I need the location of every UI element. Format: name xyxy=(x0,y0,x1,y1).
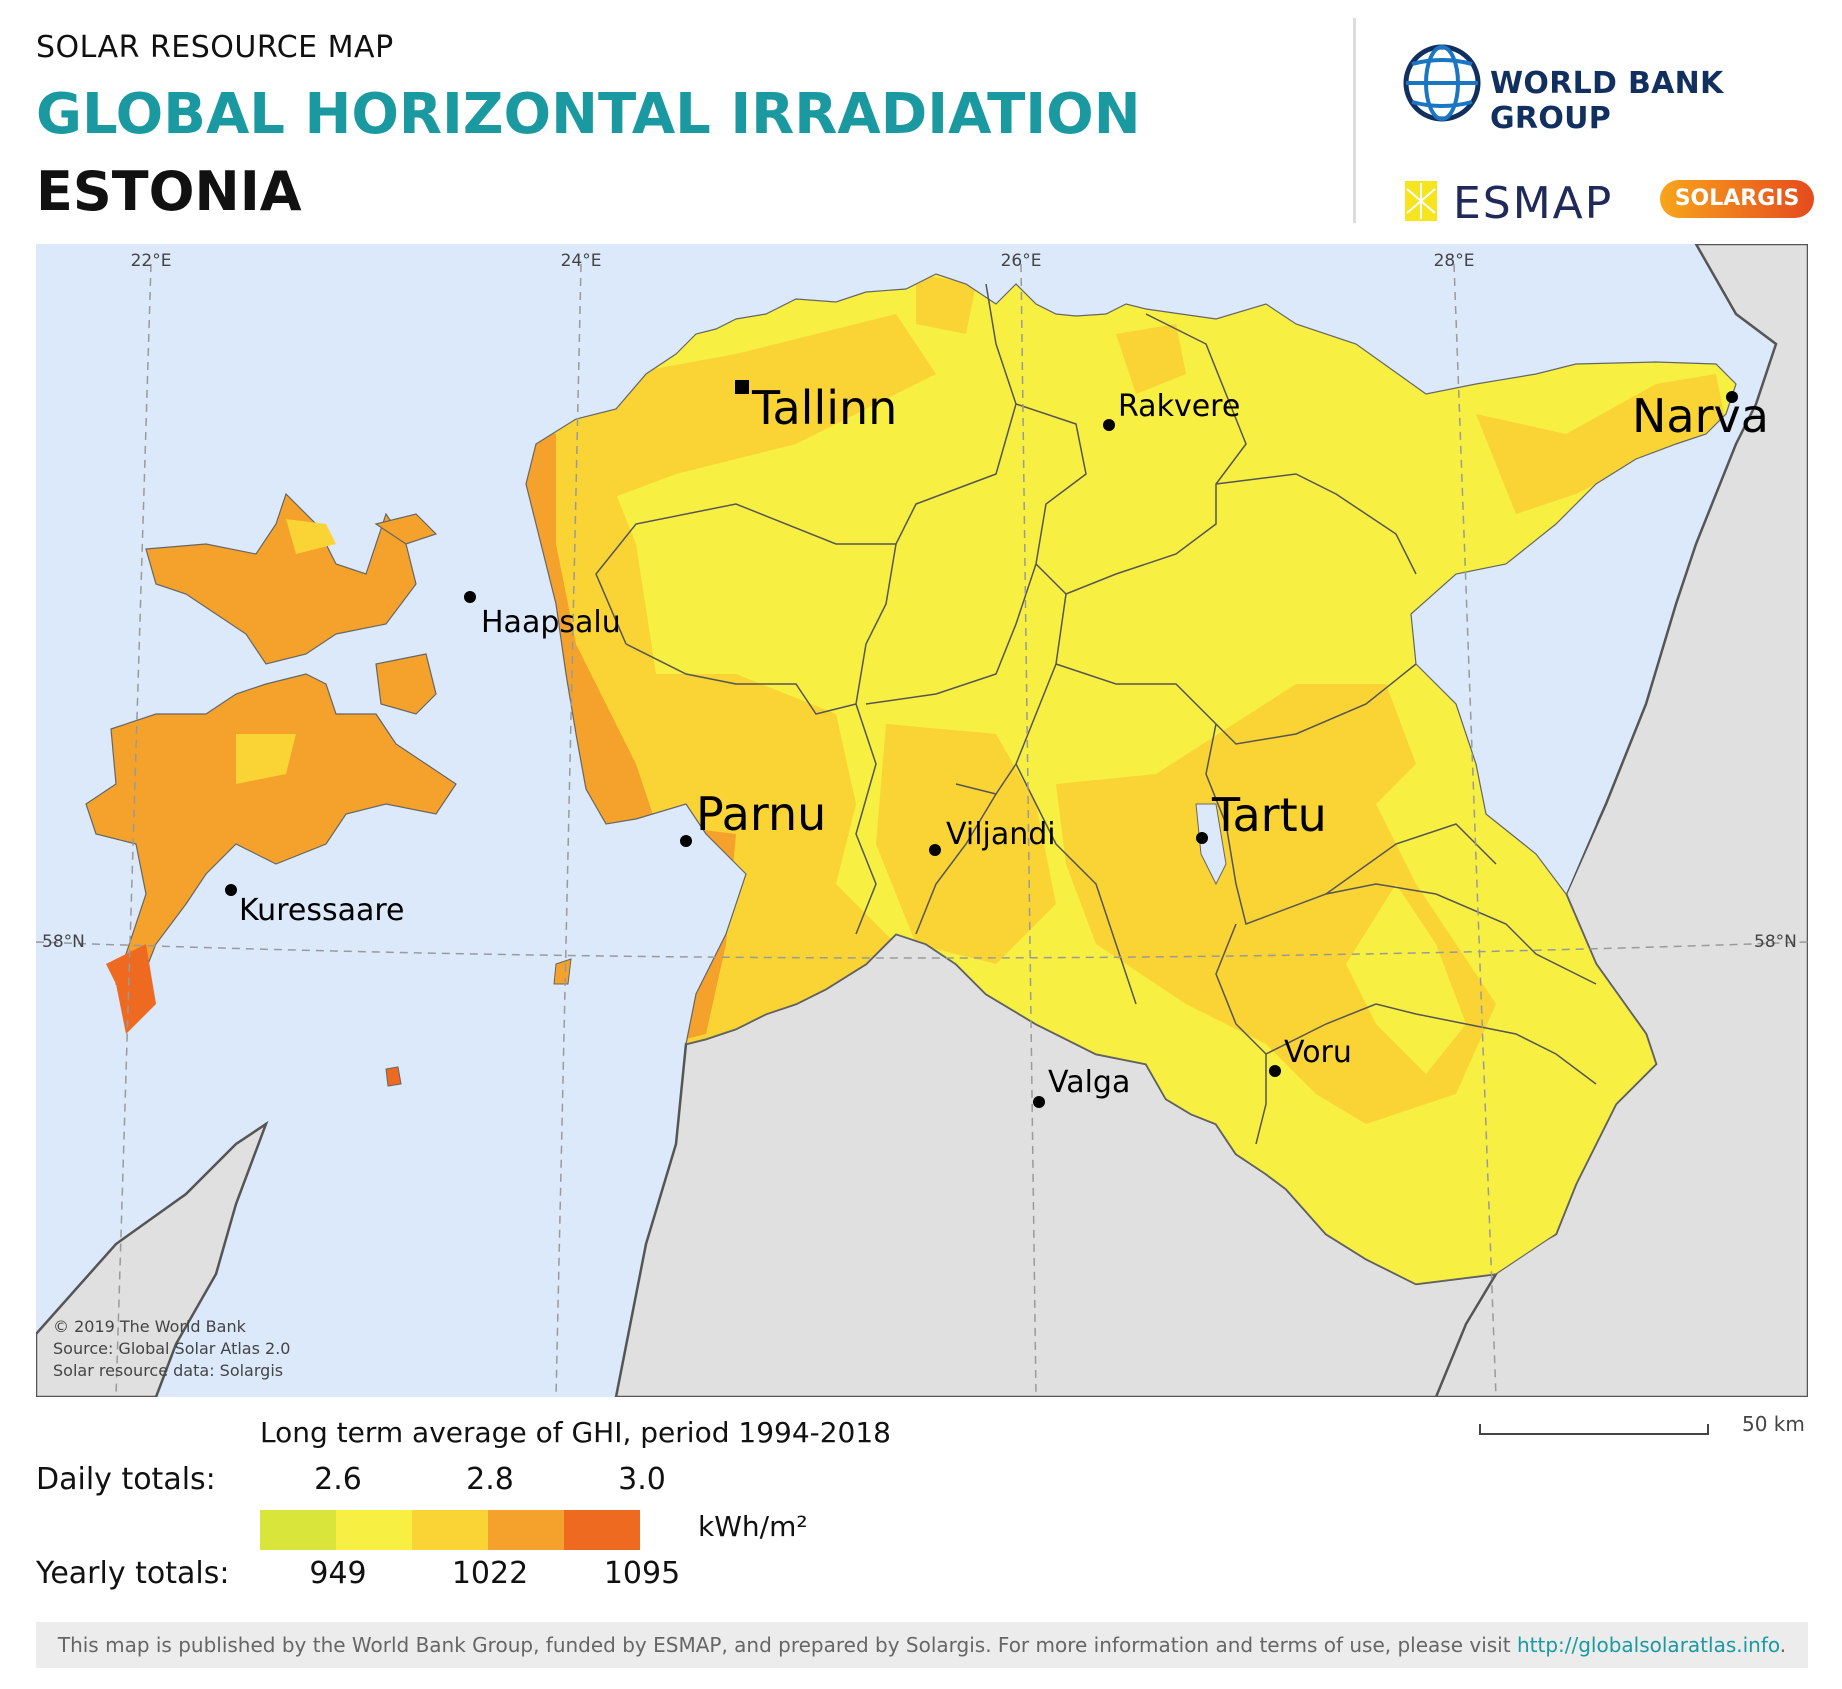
longitude-label-28e: 28°E xyxy=(1434,251,1475,271)
latitude-label-right: 58°N xyxy=(1754,932,1797,952)
legend-swatch-2 xyxy=(336,1510,412,1550)
city-label-tartu: Tartu xyxy=(1211,788,1327,842)
saaremaa-island xyxy=(85,673,457,995)
rakvere-marker xyxy=(1103,419,1115,431)
legend-swatch-4 xyxy=(488,1510,564,1550)
yearly-tick-3: 1095 xyxy=(603,1556,681,1591)
credit-source: Source: Global Solar Atlas 2.0 xyxy=(53,1339,291,1358)
mainland-outline xyxy=(525,273,1737,1285)
daily-tick-1: 2.6 xyxy=(314,1462,362,1497)
footer-link[interactable]: http://globalsolaratlas.info xyxy=(1516,1633,1780,1657)
vormsi-island xyxy=(374,513,438,545)
country-name: ESTONIA xyxy=(36,160,302,223)
esmap-logo-text: ESMAP xyxy=(1452,178,1614,229)
legend-swatch-3 xyxy=(412,1510,488,1550)
muhu-island xyxy=(375,653,437,715)
scale-bar xyxy=(1479,1424,1709,1435)
viljandi-marker xyxy=(929,844,941,856)
legend-swatch-1 xyxy=(260,1510,336,1550)
credit-data: Solar resource data: Solargis xyxy=(53,1361,284,1380)
latitude-label-left: 58°N xyxy=(42,932,85,952)
yearly-tick-2: 1022 xyxy=(451,1556,529,1591)
credit-copyright: © 2019 The World Bank xyxy=(53,1317,246,1336)
yearly-tick-1: 949 xyxy=(309,1556,367,1591)
legend-title: Long term average of GHI, period 1994-20… xyxy=(260,1416,891,1449)
sorve-peninsula xyxy=(106,944,156,1034)
legend-unit: kWh/m² xyxy=(698,1510,808,1543)
map-title: GLOBAL HORIZONTAL IRRADIATION xyxy=(36,82,1141,147)
world-bank-logo-text: WORLD BANK GROUP xyxy=(1490,66,1724,136)
map-kicker: SOLAR RESOURCE MAP xyxy=(36,30,394,65)
city-label-haapsalu: Haapsalu xyxy=(481,605,621,640)
valga-marker xyxy=(1033,1096,1045,1108)
hiiumaa-high-zone xyxy=(286,519,336,554)
kuressaare-marker xyxy=(225,884,237,896)
parnu-marker xyxy=(680,835,692,847)
lake-vortsjarv xyxy=(1195,803,1227,886)
narva-marker xyxy=(1726,391,1738,403)
header-divider xyxy=(1353,18,1356,223)
daily-totals-label: Daily totals: xyxy=(36,1462,216,1497)
footer-note: This map is published by the World Bank … xyxy=(36,1622,1808,1668)
voru-marker xyxy=(1269,1065,1281,1077)
city-label-valga: Valga xyxy=(1048,1065,1130,1100)
kihnu-island xyxy=(553,958,572,985)
lake-peipus xyxy=(1456,584,1636,894)
footer-text: This map is published by the World Bank … xyxy=(57,1633,1511,1657)
estonia-ghi-map: 22°E 24°E 26°E 28°E 58°N 58°N Tallinn Na… xyxy=(36,244,1808,1397)
longitude-label-24e: 24°E xyxy=(561,251,602,271)
city-label-rakvere: Rakvere xyxy=(1118,389,1240,424)
longitude-label-22e: 22°E xyxy=(131,251,172,271)
esmap-logo: ESMAP xyxy=(1405,178,1613,229)
daily-tick-3: 3.0 xyxy=(618,1462,666,1497)
haapsalu-marker xyxy=(464,591,476,603)
county-boundaries xyxy=(595,283,1597,1145)
kurzeme-land xyxy=(36,1120,269,1397)
yearly-totals-label: Yearly totals: xyxy=(36,1556,230,1591)
tallinn-capital-marker xyxy=(735,380,749,394)
legend-swatch-5 xyxy=(564,1510,640,1550)
longitude-label-26e: 26°E xyxy=(1001,251,1042,271)
saaremaa-high-zone xyxy=(236,734,296,784)
tartu-marker xyxy=(1196,832,1208,844)
footer-end: . xyxy=(1779,1633,1787,1657)
scale-bar-label: 50 km xyxy=(1742,1412,1805,1436)
graticule xyxy=(36,263,1808,1397)
city-label-parnu: Parnu xyxy=(696,787,826,841)
solargis-logo: SOLARGIS xyxy=(1660,180,1814,218)
world-bank-globe-icon xyxy=(1403,44,1481,122)
city-label-tallinn: Tallinn xyxy=(751,381,897,435)
map-credits: © 2019 The World Bank Source: Global Sol… xyxy=(53,1316,290,1382)
ruhnu-island xyxy=(385,1066,402,1087)
city-label-kuressaare: Kuressaare xyxy=(239,893,404,928)
city-label-viljandi: Viljandi xyxy=(946,817,1056,852)
esmap-sunburst-icon xyxy=(1405,181,1437,221)
city-label-voru: Voru xyxy=(1284,1035,1352,1070)
daily-tick-2: 2.8 xyxy=(466,1462,514,1497)
city-label-narva: Narva xyxy=(1632,389,1769,443)
